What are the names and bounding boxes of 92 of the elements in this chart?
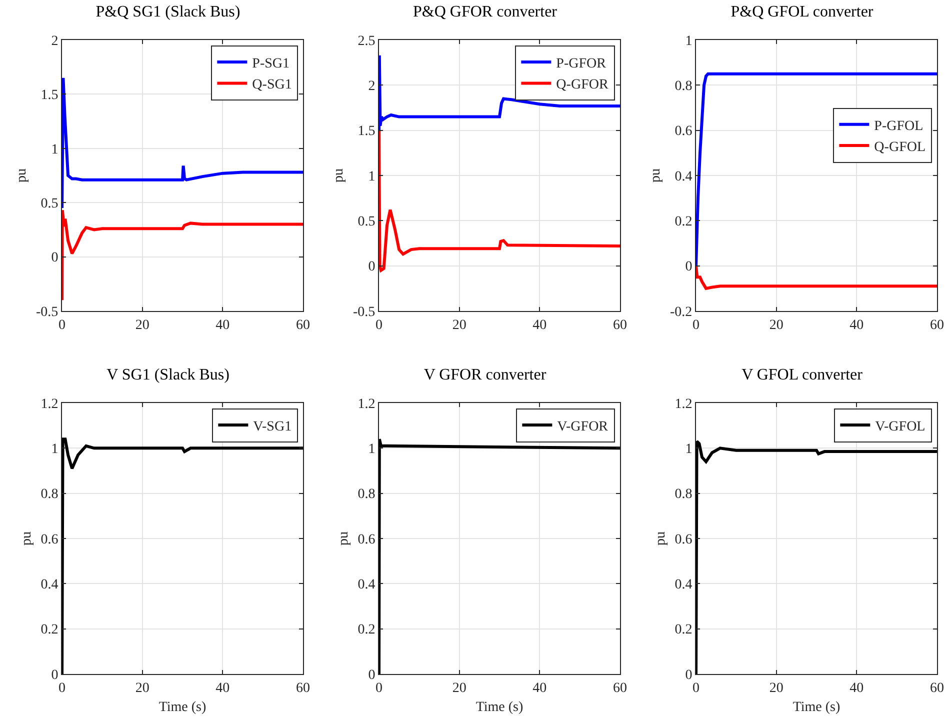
line-series [379, 54, 620, 132]
y-tick-label: 1.2 [674, 396, 692, 412]
y-tick-label: 0.8 [358, 487, 376, 502]
y-tick-label: 0.4 [40, 578, 58, 593]
y-tick-label: 0 [685, 668, 692, 683]
y-tick-label: 2 [51, 34, 58, 49]
y-tick-label: 0.4 [674, 578, 692, 593]
line-series [62, 76, 303, 210]
y-tick-label: 0.8 [674, 487, 692, 502]
y-tick-label: 0 [51, 668, 58, 683]
chart-title: V GFOL converter [742, 366, 864, 384]
x-tick-label: 40 [850, 680, 864, 696]
y-axis-title: pu [332, 168, 347, 182]
y-tick-label: 0.8 [40, 487, 58, 502]
legend-label: P-SG1 [252, 56, 290, 72]
x-tick-label: 60 [930, 318, 944, 333]
x-tick-label: 60 [930, 680, 944, 696]
y-tick-label: 0.4 [674, 169, 692, 184]
y-tick-label: 1 [368, 169, 376, 184]
y-tick-label: 0.6 [674, 124, 692, 140]
legend-label: P-GFOR [556, 56, 607, 72]
y-axis-title: pu [19, 532, 34, 546]
y-tick-label: 1 [51, 442, 58, 458]
x-axis-title: Time (s) [158, 700, 206, 716]
y-tick-label: 0.2 [40, 622, 58, 638]
legend-label: V-GFOL [875, 419, 926, 434]
line-series [379, 128, 620, 272]
y-axis-title: pu [14, 168, 30, 182]
y-tick-label: 0.2 [674, 214, 692, 230]
y-tick-label: 1 [685, 34, 692, 49]
y-tick-label: -0.2 [670, 304, 692, 320]
x-tick-label: 20 [769, 318, 784, 333]
line-series [696, 72, 937, 268]
y-tick-label: 1 [685, 442, 692, 458]
x-tick-label: 20 [452, 318, 466, 333]
chart-title: V GFOR converter [424, 366, 547, 384]
legend-label: V-GFOR [557, 419, 609, 434]
y-tick-label: 0.5 [40, 196, 58, 212]
y-tick-label: 1.5 [40, 88, 58, 104]
legend-label: Q-GFOR [556, 78, 609, 93]
x-tick-label: 20 [769, 680, 784, 696]
y-tick-label: 1.5 [358, 124, 376, 140]
y-tick-label: 0.2 [358, 622, 376, 638]
y-tick-label: 1 [51, 142, 58, 158]
x-tick-label: 40 [532, 318, 547, 333]
y-tick-label: 0 [368, 260, 376, 275]
y-tick-label: -0.5 [353, 304, 376, 320]
y-tick-label: 0.8 [674, 79, 692, 94]
y-tick-label: 0.6 [674, 532, 692, 548]
y-tick-label: 1.2 [358, 396, 376, 412]
chart-title: P&Q GFOL converter [730, 4, 874, 21]
legend-label: P-GFOL [874, 118, 924, 134]
x-axis-title: Time (s) [792, 700, 840, 716]
y-tick-label: 0 [685, 260, 692, 275]
chart-title: V SG1 (Slack Bus) [106, 366, 230, 384]
y-tick-label: 0.2 [674, 622, 692, 638]
legend-label: V-SG1 [253, 419, 292, 434]
legend-label: Q-SG1 [252, 78, 292, 93]
x-tick-label: 60 [613, 318, 627, 333]
y-axis-title: pu [648, 168, 664, 182]
chart-title: P&Q GFOR converter [413, 4, 558, 21]
x-tick-label: 20 [135, 680, 150, 696]
y-axis-title: pu [653, 532, 668, 546]
x-tick-label: 20 [452, 680, 466, 696]
legend-label: Q-GFOL [874, 140, 926, 156]
line-series [379, 438, 620, 674]
line-series [62, 208, 303, 302]
x-tick-label: 20 [135, 318, 150, 333]
y-tick-label: 0 [51, 250, 58, 266]
y-tick-label: 0 [368, 668, 376, 683]
x-axis-title: Time (s) [476, 700, 524, 716]
y-tick-label: 0.6 [358, 532, 376, 548]
x-tick-label: 40 [850, 318, 864, 333]
x-tick-label: 60 [296, 318, 310, 333]
y-axis-title: pu [336, 532, 352, 546]
x-tick-label: 60 [296, 680, 310, 696]
y-tick-label: 1.2 [40, 396, 58, 412]
y-tick-label: 0.5 [358, 214, 376, 230]
x-tick-label: 40 [532, 680, 547, 696]
line-series [62, 438, 303, 674]
line-series [696, 440, 937, 674]
y-tick-label: 2 [368, 79, 376, 94]
x-tick-label: 40 [216, 680, 230, 696]
chart-title: P&Q SG1 (Slack Bus) [96, 4, 240, 21]
x-tick-label: 40 [216, 318, 230, 333]
y-tick-label: -0.5 [36, 304, 58, 320]
y-tick-label: 2.5 [358, 34, 376, 49]
y-tick-label: 0.6 [40, 532, 58, 548]
line-series [696, 264, 937, 290]
y-tick-label: 1 [368, 442, 376, 458]
y-tick-label: 0.4 [358, 578, 376, 593]
x-tick-label: 60 [613, 680, 627, 696]
